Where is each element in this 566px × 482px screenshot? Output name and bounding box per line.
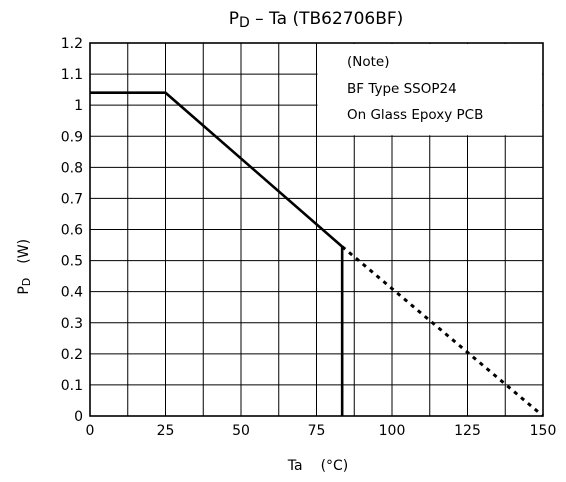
x-tick-label: 75: [308, 423, 326, 439]
y-tick-label: 0.8: [61, 160, 83, 176]
y-tick-label: 0.2: [61, 347, 83, 363]
y-tick-labels: 0 0.1 0.2 0.3 0.4 0.5 0.6 0.7 0.8 0.9 1 1.1 1.2: [61, 36, 83, 425]
note-box: [317, 44, 542, 136]
x-axis-name: Ta: [287, 458, 303, 474]
x-tick-labels: 0 25 50 75 100 125 150: [86, 423, 557, 439]
note-line-package: BF Type SSOP24: [347, 81, 457, 97]
x-tick-label: 50: [232, 423, 250, 439]
y-tick-label: 1.1: [61, 67, 83, 83]
title-symbol: P: [229, 9, 239, 29]
title-subscript: D: [239, 15, 250, 31]
y-tick-label: 1: [74, 98, 83, 114]
x-tick-label: 25: [157, 423, 175, 439]
x-tick-label: 125: [454, 423, 481, 439]
y-tick-label: 0.7: [61, 191, 83, 207]
note: (Note) BF Type SSOP24 On Glass Epoxy PCB: [347, 54, 483, 123]
note-line-heading: (Note): [347, 54, 390, 70]
x-axis-unit: (°C): [321, 458, 349, 474]
y-axis-subscript: D: [20, 278, 33, 286]
y-tick-label: 0.1: [61, 378, 83, 394]
y-tick-label: 1.2: [61, 36, 83, 52]
y-tick-label: 0.4: [61, 285, 83, 301]
plot-frame: [89, 42, 544, 417]
chart-title: PD – Ta (TB62706BF): [229, 9, 404, 31]
y-tick-label: 0.6: [61, 223, 83, 239]
title-rest: – Ta (TB62706BF): [250, 9, 404, 29]
series: [90, 91, 544, 418]
derating-line: [90, 91, 344, 248]
y-tick-label: 0.9: [61, 129, 83, 145]
y-axis-unit: (W): [16, 239, 32, 264]
x-axis-label: Ta (°C): [287, 458, 349, 474]
y-tick-label: 0: [74, 409, 83, 425]
y-tick-label: 0.3: [61, 316, 83, 332]
x-tick-label: 0: [86, 423, 95, 439]
y-tick-label: 0.5: [61, 254, 83, 270]
x-tick-label: 100: [379, 423, 406, 439]
y-axis-symbol: P: [16, 286, 32, 294]
y-axis-label: PD (W): [16, 239, 33, 295]
derating-extension-dotted: [341, 245, 544, 418]
x-tick-label: 150: [530, 423, 557, 439]
note-line-pcb: On Glass Epoxy PCB: [347, 107, 483, 123]
